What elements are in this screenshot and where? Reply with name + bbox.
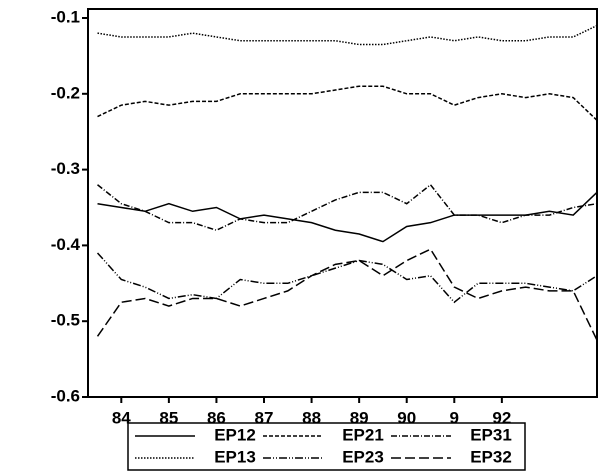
x-tick-label: 86 bbox=[207, 408, 226, 427]
x-tick-label: 9 bbox=[450, 408, 459, 427]
x-tick-label: 88 bbox=[302, 408, 321, 427]
legend-label: EP21 bbox=[342, 425, 384, 444]
y-tick-label: -0.4 bbox=[51, 235, 81, 254]
y-tick-label: -0.6 bbox=[51, 386, 80, 405]
legend-box bbox=[127, 422, 526, 471]
legend-label: EP31 bbox=[470, 425, 512, 444]
x-tick-label: 90 bbox=[397, 408, 416, 427]
line-series bbox=[97, 191, 598, 243]
legend-label: EP12 bbox=[214, 425, 256, 444]
y-tick-label: -0.5 bbox=[51, 311, 80, 330]
x-tick-label: 89 bbox=[350, 408, 369, 427]
legend-label: EP32 bbox=[470, 447, 512, 466]
y-tick-label: -0.2 bbox=[51, 83, 80, 102]
line-series bbox=[96, 252, 598, 304]
x-tick-label: 87 bbox=[255, 408, 274, 427]
line-series bbox=[97, 85, 598, 121]
plot-frame bbox=[87, 8, 598, 398]
x-tick-label: 85 bbox=[159, 408, 178, 427]
line-series bbox=[96, 248, 598, 341]
legend-label: EP23 bbox=[342, 447, 384, 466]
line-series bbox=[97, 24, 598, 46]
x-tick-label: 92 bbox=[492, 408, 511, 427]
y-tick-label: -0.1 bbox=[51, 7, 80, 26]
legend-label: EP13 bbox=[214, 447, 256, 466]
y-tick-label: -0.3 bbox=[51, 159, 80, 178]
x-tick-label: 84 bbox=[112, 408, 131, 427]
line-series bbox=[97, 183, 598, 232]
